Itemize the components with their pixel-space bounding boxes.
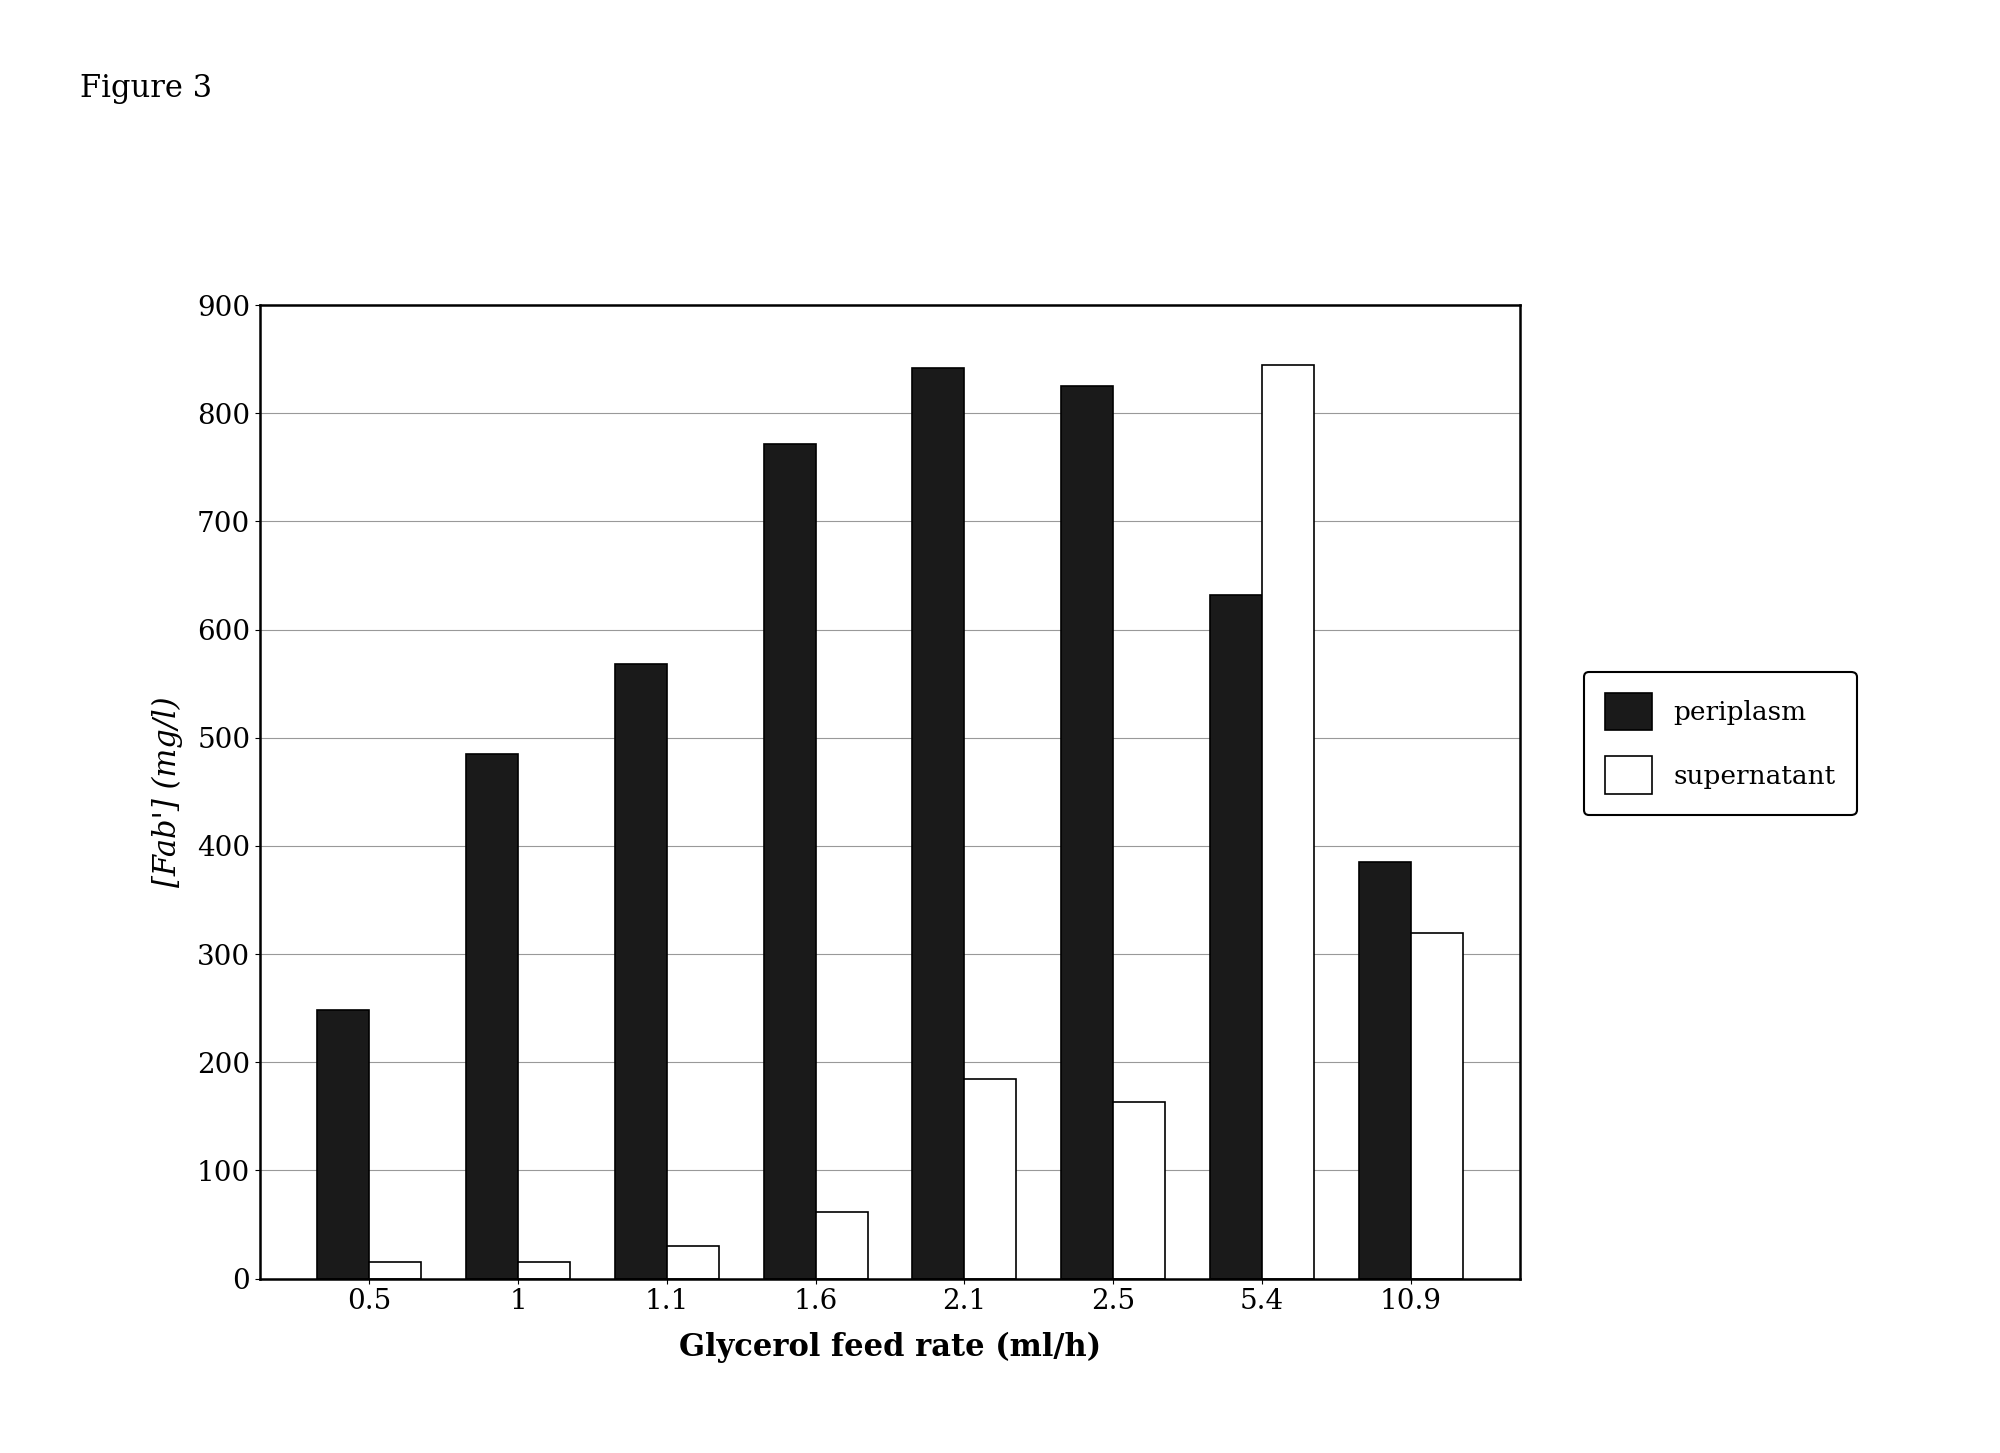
Text: Figure 3: Figure 3 — [80, 73, 212, 103]
Bar — [964, 1078, 1016, 1279]
Bar — [466, 754, 518, 1279]
Bar — [614, 664, 666, 1279]
Bar — [1262, 365, 1314, 1279]
Bar — [518, 1263, 570, 1279]
Bar — [816, 1212, 868, 1279]
Bar — [1410, 933, 1462, 1279]
Y-axis label: [Fab'] (mg/l): [Fab'] (mg/l) — [152, 696, 184, 888]
Bar — [764, 443, 816, 1279]
Bar — [1358, 862, 1410, 1279]
Bar — [912, 368, 964, 1279]
Bar — [1062, 386, 1114, 1279]
X-axis label: Glycerol feed rate (ml/h): Glycerol feed rate (ml/h) — [678, 1332, 1102, 1363]
Bar — [318, 1010, 370, 1279]
Bar — [370, 1263, 422, 1279]
Bar — [666, 1247, 718, 1279]
Legend: periplasm, supernatant: periplasm, supernatant — [1584, 671, 1856, 815]
Bar — [1210, 596, 1262, 1279]
Bar — [1114, 1103, 1166, 1279]
